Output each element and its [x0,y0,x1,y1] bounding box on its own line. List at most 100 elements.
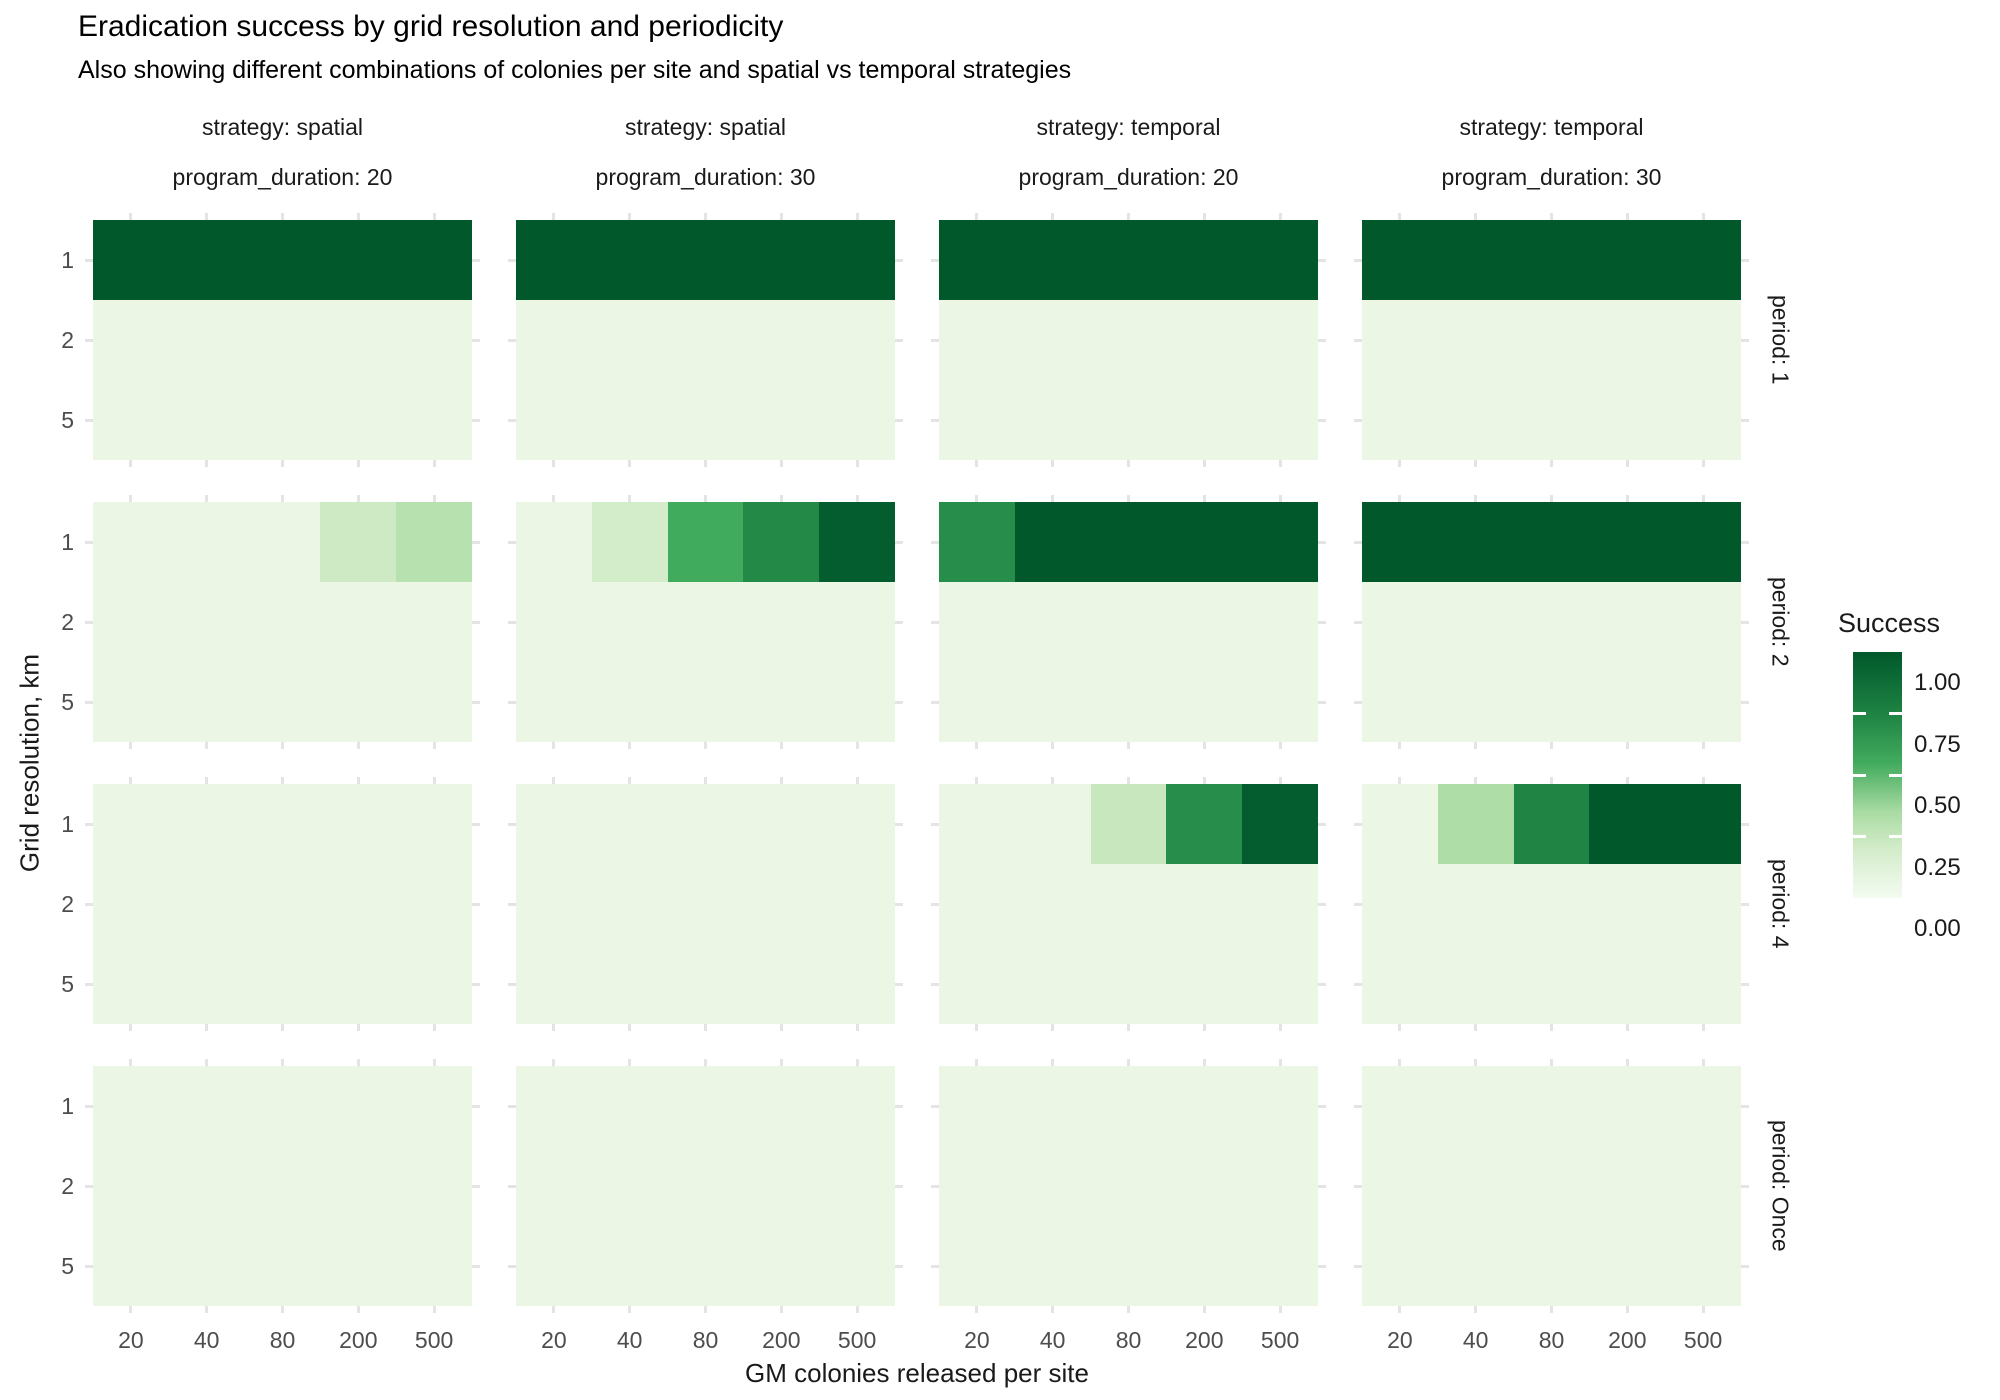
heatmap-tile [396,1146,473,1226]
heatmap-tile [168,864,246,944]
heatmap-tile [1166,502,1243,582]
heatmap-tile [743,1066,820,1146]
legend-tick-mark [1853,835,1866,838]
facet-strategy-label: strategy: temporal [1459,114,1644,140]
x-tick-label: 500 [414,1327,454,1353]
legend-tick-mark [1853,712,1866,715]
gridline-stub [975,1306,979,1313]
heatmap-tile [1513,502,1590,582]
facet-panel [931,777,1326,1031]
x-tick-label: 500 [1683,1327,1723,1353]
gridline-stub [855,460,859,467]
gridline-stub [1354,620,1362,624]
heatmap-tile [1437,864,1515,944]
gridline-stub [356,1024,360,1031]
heatmap-tile [244,784,321,864]
gridline-stub [1127,1306,1130,1313]
heatmap-tile [1362,864,1439,944]
heatmap-tile [1665,1226,1742,1306]
gridline-stub [85,982,93,986]
heatmap-tile [1513,582,1590,662]
heatmap-tile [743,864,820,944]
gridline-stub [628,495,632,502]
heatmap-tile [667,502,744,582]
heatmap-tile [168,1066,246,1146]
gridline-stub [1318,700,1326,704]
gridline-stub [129,742,133,749]
gridline-stub [931,1104,939,1108]
gridline-stub [628,1059,632,1066]
gridline-stub [1127,213,1130,220]
gridline-stub [1051,1024,1055,1031]
gridline-stub [1625,460,1629,467]
heatmap-tile [743,220,820,300]
gridline-stub [628,742,632,749]
y-tick-label: 2 [61,1173,74,1199]
gridline-stub [895,982,903,986]
gridline-stub [1318,982,1326,986]
gridline-stub [85,1264,93,1268]
gridline-stub [1318,822,1326,826]
gridline-stub [779,777,783,784]
heatmap-tile [396,784,473,864]
legend-tick-mark [1889,712,1902,715]
gridline-stub [1202,460,1206,467]
gridline-stub [281,213,284,220]
gridline-stub [552,1024,556,1031]
x-tick-label: 500 [1260,1327,1300,1353]
gridline-stub [1051,495,1055,502]
gridline-stub [129,460,133,467]
gridline-stub [432,742,436,749]
heatmap-tile [1090,220,1167,300]
heatmap-tile [168,380,246,460]
heatmap-tile [1665,662,1742,742]
heatmap-tile [743,1226,820,1306]
gridline-stub [205,1024,209,1031]
gridline-stub [1278,1306,1282,1313]
gridline-stub [85,822,93,826]
heatmap-tile [819,502,896,582]
gridline-stub [508,540,516,544]
heatmap-tile [1362,662,1439,742]
heatmap-tile [93,502,170,582]
x-tick-label: 500 [837,1327,877,1353]
gridline-stub [1318,620,1326,624]
gridline-stub [1202,742,1206,749]
gridline-stub [1625,1306,1629,1313]
gridline-stub [85,1184,93,1188]
heatmap-tile [1242,380,1319,460]
gridline-stub [129,1059,133,1066]
heatmap-tile [1437,380,1515,460]
heatmap-tile [244,502,321,582]
legend-tick-label: 0.00 [1914,915,1961,942]
gridline-stub [931,982,939,986]
gridline-stub [1701,460,1705,467]
gridline-stub [1278,1024,1282,1031]
gridline-stub [552,460,556,467]
gridline-stub [1051,777,1055,784]
heatmap-tile [1014,1146,1092,1226]
gridline-stub [1354,982,1362,986]
heatmap-tile [1166,220,1243,300]
gridline-stub [1474,777,1478,784]
gridline-stub [432,460,436,467]
heatmap-tile [1090,662,1167,742]
gridline-stub [1741,1184,1749,1188]
y-tick-label: 2 [61,609,74,635]
heatmap-tile [244,380,321,460]
heatmap-tile [939,944,1016,1024]
heatmap-tile [1362,1146,1439,1226]
heatmap-tile [244,220,321,300]
heatmap-tile [168,784,246,864]
facet-row-strip: period: 1 [1767,295,1794,385]
gridline-stub [895,902,903,906]
gridline-stub [931,822,939,826]
x-tick-label: 200 [1608,1327,1647,1353]
gridline-stub [1550,495,1553,502]
heatmap-tile [1513,1226,1590,1306]
heatmap-tile [819,784,896,864]
gridline-stub [1398,1024,1402,1031]
facet-panel [1354,777,1749,1031]
heatmap-tile [1166,662,1243,742]
heatmap-tile [939,784,1016,864]
